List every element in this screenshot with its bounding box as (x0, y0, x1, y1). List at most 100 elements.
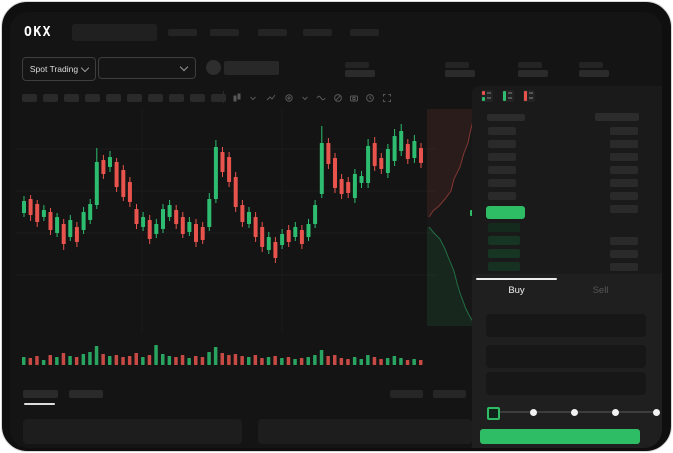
ask-amount-placeholder (610, 140, 638, 148)
chevron-down-icon (80, 63, 90, 72)
interval-button-placeholder[interactable] (127, 94, 142, 102)
ask-price-placeholder[interactable] (488, 140, 516, 148)
search-input[interactable] (72, 24, 157, 41)
fullscreen-icon[interactable] (382, 93, 392, 103)
ask-amount-placeholder (610, 205, 638, 213)
ask-price-placeholder[interactable] (488, 192, 516, 200)
trade-input-placeholder[interactable] (486, 345, 646, 368)
icon-line (508, 92, 512, 94)
okx-logo: OKX (24, 25, 52, 40)
ask-price-placeholder[interactable] (488, 127, 516, 135)
slider-stop[interactable] (652, 408, 660, 416)
icon-line (508, 97, 512, 99)
icon-line (487, 97, 491, 99)
nav-item-placeholder[interactable] (303, 29, 332, 36)
orderbook-asks-icon[interactable] (523, 90, 535, 102)
candle-type-icon[interactable] (232, 93, 242, 103)
trade-input-placeholder[interactable] (486, 372, 646, 395)
bid-price-placeholder[interactable] (488, 249, 520, 258)
clock-icon[interactable] (365, 93, 375, 103)
chevron-down-icon (179, 62, 189, 71)
candlestick-chart[interactable] (16, 107, 478, 369)
nav-item-placeholder[interactable] (350, 29, 379, 36)
interval-button-placeholder[interactable] (211, 94, 226, 102)
camera-icon[interactable] (349, 93, 359, 103)
bottom-panel-placeholder (258, 419, 472, 444)
indicators-icon[interactable] (284, 93, 294, 103)
bid-price-placeholder[interactable] (488, 223, 520, 232)
icon-mark (503, 91, 506, 101)
icon-mark (482, 91, 485, 95)
pair-name-placeholder (224, 61, 279, 75)
orderbook-both-icon[interactable] (481, 90, 493, 102)
stat-label-placeholder (345, 62, 369, 68)
ask-price-placeholder[interactable] (488, 153, 516, 161)
coin-avatar (206, 60, 221, 75)
interval-button-placeholder[interactable] (85, 94, 100, 102)
stat-label-placeholder (445, 62, 469, 68)
nav-item-placeholder[interactable] (168, 29, 197, 36)
bottom-tab-underline (24, 403, 55, 405)
nav-item-placeholder[interactable] (210, 29, 239, 36)
stat-value-placeholder (345, 70, 375, 77)
slider-stop[interactable] (570, 408, 578, 416)
chevron-down-icon[interactable] (248, 93, 258, 103)
bottom-tab-placeholder[interactable] (69, 390, 103, 398)
stat-label-placeholder (518, 62, 542, 68)
orderbook-bids-icon[interactable] (502, 90, 514, 102)
interval-button-placeholder[interactable] (43, 94, 58, 102)
ask-amount-placeholder (610, 153, 638, 161)
tab-buy-label: Buy (508, 284, 525, 296)
pair-selector[interactable] (98, 57, 196, 79)
tab-sell[interactable]: Sell (557, 280, 644, 300)
last-price-bar[interactable] (486, 206, 525, 219)
ask-price-placeholder[interactable] (488, 179, 516, 187)
icon-mark (482, 97, 485, 101)
icon-line (487, 92, 491, 94)
icon-line (529, 97, 533, 99)
bid-price-placeholder[interactable] (488, 262, 520, 271)
tab-buy[interactable]: Buy (476, 280, 557, 300)
market-type-selector[interactable]: Spot Trading (22, 57, 96, 81)
interval-button-placeholder[interactable] (190, 94, 205, 102)
ask-amount-placeholder (610, 192, 638, 200)
interval-button-placeholder[interactable] (64, 94, 79, 102)
ask-amount-placeholder (610, 179, 638, 187)
bottom-tab-placeholder[interactable] (23, 390, 58, 398)
stat-value-placeholder (445, 70, 475, 77)
slider-stop[interactable] (529, 408, 537, 416)
orderbook-header-amount (595, 113, 639, 121)
orderbook-header-price (487, 114, 525, 121)
interval-button-placeholder[interactable] (22, 94, 37, 102)
app-window: OKX Spot Trading Buy Sell (10, 12, 662, 448)
stat-label-placeholder (579, 62, 603, 68)
interval-button-placeholder[interactable] (148, 94, 163, 102)
slider-handle-active[interactable] (487, 407, 500, 420)
buy-button[interactable] (480, 429, 640, 444)
slider-stop[interactable] (611, 408, 619, 416)
bid-amount-placeholder (610, 250, 638, 258)
tab-sell-label: Sell (592, 284, 609, 296)
market-type-label: Spot Trading (29, 64, 79, 74)
nav-item-placeholder[interactable] (258, 29, 287, 36)
chevron-down-icon[interactable] (300, 93, 310, 103)
interval-button-placeholder[interactable] (106, 94, 121, 102)
stat-value-placeholder (518, 70, 548, 77)
line-style-icon[interactable] (266, 93, 276, 103)
ask-price-placeholder[interactable] (488, 166, 516, 174)
bottom-action-placeholder[interactable] (390, 390, 423, 398)
bid-amount-placeholder (610, 237, 638, 245)
slash-circle-icon[interactable] (333, 93, 343, 103)
icon-mark (524, 91, 527, 101)
ask-amount-placeholder (610, 166, 638, 174)
bid-amount-placeholder (610, 263, 638, 271)
stat-value-placeholder (579, 70, 609, 77)
trade-input-placeholder[interactable] (486, 314, 646, 337)
interval-button-placeholder[interactable] (169, 94, 184, 102)
bid-price-placeholder[interactable] (488, 236, 520, 245)
icon-line (529, 92, 533, 94)
wave-icon[interactable] (316, 93, 326, 103)
ask-amount-placeholder (610, 127, 638, 135)
bottom-action-placeholder[interactable] (433, 390, 466, 398)
